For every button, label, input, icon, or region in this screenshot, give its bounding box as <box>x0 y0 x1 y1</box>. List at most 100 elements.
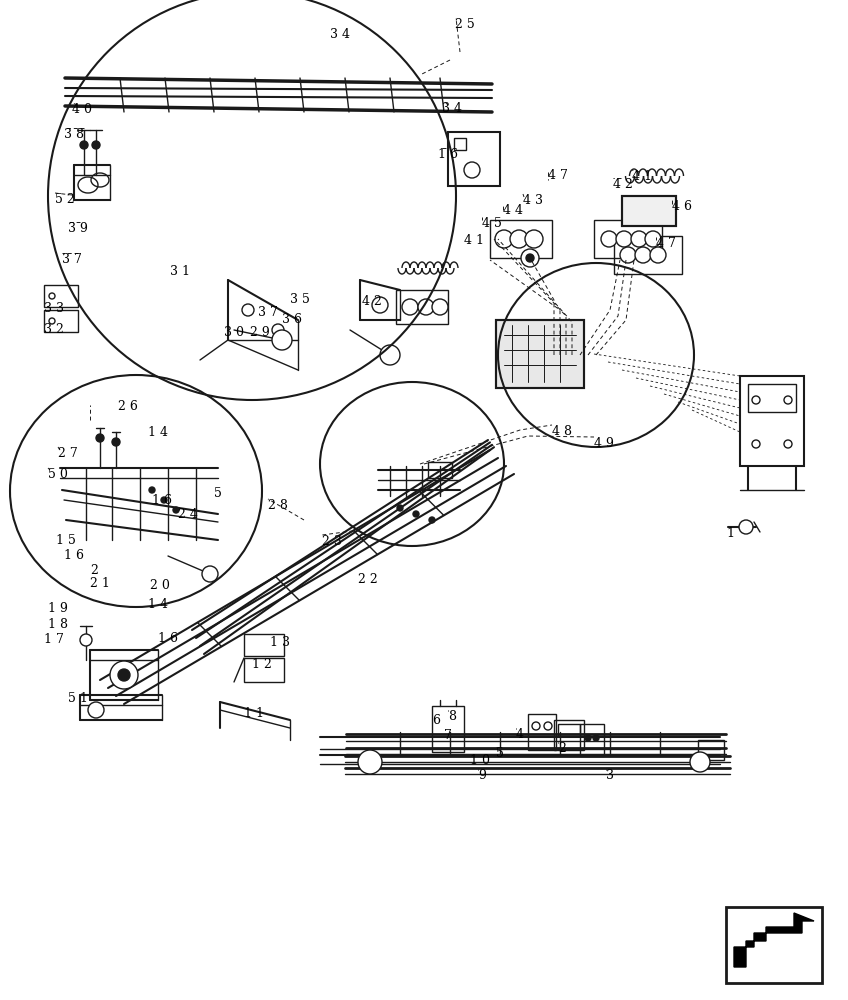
Text: 4 7: 4 7 <box>656 237 676 250</box>
Circle shape <box>149 487 155 493</box>
Circle shape <box>380 345 400 365</box>
Circle shape <box>521 249 539 267</box>
Circle shape <box>616 231 632 247</box>
Text: 1 1: 1 1 <box>244 707 264 720</box>
Circle shape <box>161 497 167 503</box>
Bar <box>44 285 78 307</box>
Text: 1 6: 1 6 <box>64 549 84 562</box>
Circle shape <box>784 440 792 448</box>
Text: 1: 1 <box>726 527 734 540</box>
Text: 4 0: 4 0 <box>72 103 92 116</box>
Text: 4 2: 4 2 <box>362 295 382 308</box>
Circle shape <box>429 517 435 523</box>
Text: 8: 8 <box>448 710 456 723</box>
Circle shape <box>372 297 388 313</box>
Bar <box>748 384 796 412</box>
Circle shape <box>92 141 100 149</box>
Bar <box>448 132 500 186</box>
Bar <box>554 720 584 750</box>
Text: 1 3: 1 3 <box>270 636 290 649</box>
Bar <box>622 196 676 226</box>
Bar <box>594 220 662 258</box>
Circle shape <box>544 722 552 730</box>
Text: 1 8: 1 8 <box>48 618 68 631</box>
Text: 3 7: 3 7 <box>62 253 82 266</box>
Text: 3 1: 3 1 <box>170 265 190 278</box>
Text: 2 0: 2 0 <box>150 579 170 592</box>
Circle shape <box>601 231 617 247</box>
Bar <box>496 320 584 388</box>
Circle shape <box>690 752 710 772</box>
Circle shape <box>418 299 434 315</box>
Bar <box>428 462 452 478</box>
Text: 4 7: 4 7 <box>548 169 568 182</box>
Bar <box>244 634 284 656</box>
Text: 4 6: 4 6 <box>672 200 692 213</box>
Text: 1 6: 1 6 <box>158 632 178 645</box>
Circle shape <box>620 247 636 263</box>
Bar <box>244 658 284 682</box>
Circle shape <box>118 669 130 681</box>
Text: 1 9: 1 9 <box>48 602 68 615</box>
Circle shape <box>96 434 104 442</box>
Text: 4 3: 4 3 <box>523 194 543 207</box>
Text: 1 4: 1 4 <box>148 426 168 439</box>
Bar <box>396 290 448 324</box>
Circle shape <box>585 735 591 741</box>
Text: 3 0: 3 0 <box>224 326 244 339</box>
Bar <box>528 714 556 750</box>
Circle shape <box>202 566 218 582</box>
Polygon shape <box>734 913 814 967</box>
Text: 3 4: 3 4 <box>442 102 462 115</box>
Text: 4 2: 4 2 <box>613 178 633 191</box>
Text: 2 9: 2 9 <box>250 326 270 339</box>
Circle shape <box>593 735 599 741</box>
Text: 7: 7 <box>444 729 452 742</box>
Text: 3 4: 3 4 <box>330 28 350 41</box>
Text: 2: 2 <box>558 742 566 755</box>
Text: 6: 6 <box>432 714 440 727</box>
Text: 3 3: 3 3 <box>44 302 64 315</box>
Circle shape <box>358 750 382 774</box>
Text: 3 2: 3 2 <box>44 323 64 336</box>
Bar <box>580 724 604 756</box>
Circle shape <box>784 396 792 404</box>
Text: 2 1: 2 1 <box>90 577 110 590</box>
Text: 2 3: 2 3 <box>322 535 342 548</box>
Bar <box>496 320 584 388</box>
Circle shape <box>532 722 540 730</box>
Circle shape <box>631 231 647 247</box>
Circle shape <box>464 162 480 178</box>
Text: 5: 5 <box>214 487 222 500</box>
Circle shape <box>80 141 88 149</box>
Text: 2 8: 2 8 <box>268 499 287 512</box>
Text: 4 8: 4 8 <box>552 425 572 438</box>
Text: 4 9: 4 9 <box>594 437 614 450</box>
Text: 3 5: 3 5 <box>290 293 310 306</box>
Circle shape <box>402 299 418 315</box>
Text: 3 9: 3 9 <box>68 222 88 235</box>
Text: 5 0: 5 0 <box>48 468 68 481</box>
Bar <box>44 310 78 332</box>
Bar <box>614 236 682 274</box>
Circle shape <box>650 247 666 263</box>
Circle shape <box>495 230 513 248</box>
Bar <box>698 740 724 760</box>
Text: 2 4: 2 4 <box>178 508 198 521</box>
Text: 9: 9 <box>478 769 486 782</box>
Circle shape <box>80 634 92 646</box>
Text: 2 6: 2 6 <box>118 400 138 413</box>
Circle shape <box>272 330 292 350</box>
Circle shape <box>112 438 120 446</box>
Bar <box>622 196 676 226</box>
Text: 2 7: 2 7 <box>58 447 78 460</box>
Circle shape <box>173 507 179 513</box>
Circle shape <box>88 702 104 718</box>
Text: 3: 3 <box>606 769 614 782</box>
Text: 2 2: 2 2 <box>358 573 377 586</box>
Text: 1 5: 1 5 <box>56 534 75 547</box>
Bar <box>726 907 822 983</box>
Circle shape <box>739 520 753 534</box>
Text: 3 8: 3 8 <box>64 128 84 141</box>
Text: 1 7: 1 7 <box>44 633 64 646</box>
